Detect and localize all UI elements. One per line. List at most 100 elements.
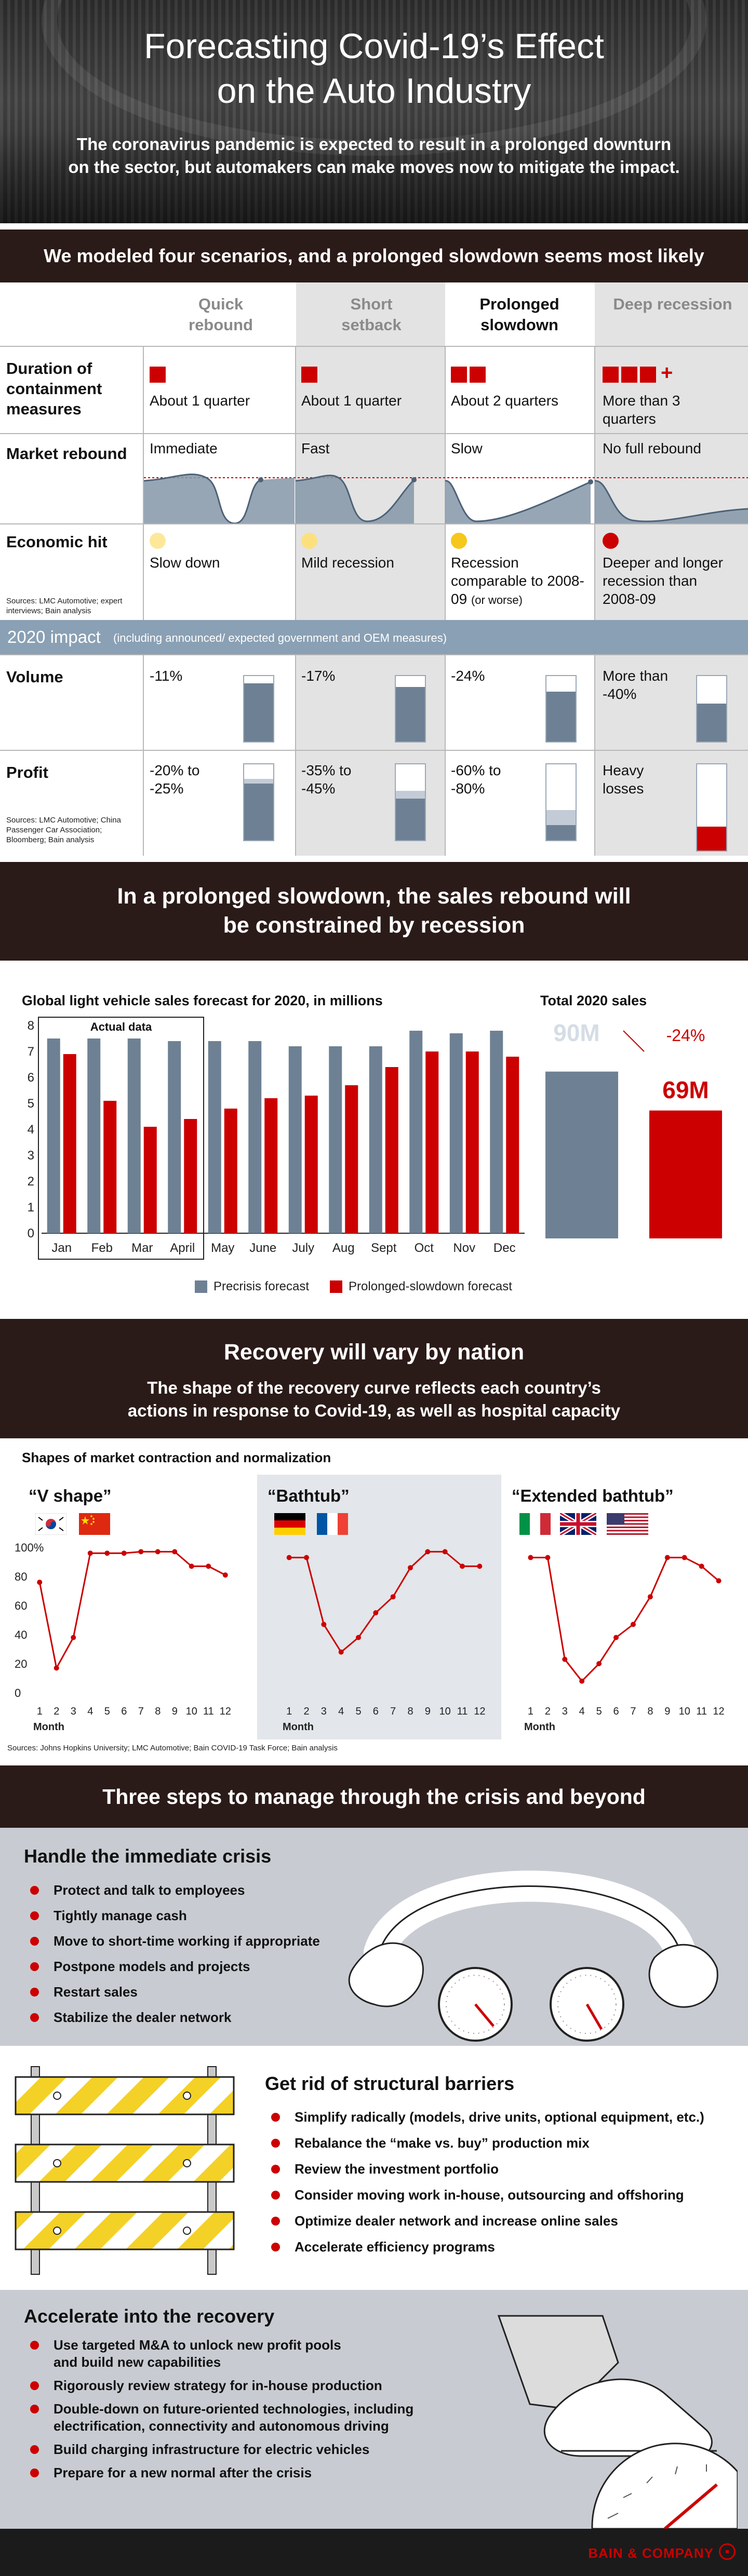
recovery-source: Sources: Johns Hopkins University; LMC A… bbox=[7, 1744, 338, 1752]
list-item: Review the investment portfolio bbox=[271, 2156, 704, 2182]
x-tick-label: Jan bbox=[51, 1241, 72, 1255]
x-tick-label: 3 bbox=[562, 1706, 568, 1717]
x-tick-label: Mar bbox=[131, 1241, 153, 1255]
x-tick-label: 10 bbox=[439, 1706, 451, 1717]
page-title-line2: on the Auto Industry bbox=[217, 71, 531, 111]
y-tick-label: 0 bbox=[28, 1226, 34, 1240]
rebound-deep: No full rebound bbox=[603, 440, 701, 456]
scenarios-title-band: We modeled four scenarios, and a prolong… bbox=[0, 230, 748, 282]
x-tick-label: 8 bbox=[647, 1706, 653, 1717]
bar-slowdown bbox=[143, 1127, 157, 1233]
y-tick-label: 4 bbox=[28, 1123, 34, 1137]
list-item: Build charging infrastructure for electr… bbox=[30, 2441, 487, 2458]
recovery-point bbox=[664, 1555, 670, 1560]
list-item: Restart sales bbox=[30, 1979, 320, 2005]
germany-flag-icon bbox=[274, 1513, 305, 1535]
recovery-point bbox=[172, 1549, 178, 1555]
row-label-rebound: Market rebound bbox=[6, 444, 127, 463]
rebound-prolonged: Slow bbox=[451, 440, 483, 456]
bar-precrisis bbox=[208, 1041, 221, 1233]
x-tick-label: 1 bbox=[528, 1706, 533, 1717]
total-bar-slowdown bbox=[649, 1110, 722, 1238]
x-tick-label: 8 bbox=[155, 1706, 161, 1717]
recovery-point bbox=[356, 1635, 361, 1640]
header-short-setback: Short setback bbox=[341, 295, 402, 334]
total-change-label: -24% bbox=[666, 1026, 705, 1045]
bar-slowdown bbox=[506, 1057, 519, 1233]
x-tick-label: 6 bbox=[373, 1706, 379, 1717]
recovery-point bbox=[373, 1610, 379, 1615]
x-tick-label: 9 bbox=[172, 1706, 178, 1717]
usa-flag-icon bbox=[607, 1513, 648, 1535]
recovery-point bbox=[222, 1572, 228, 1578]
list-item: Accelerate efficiency programs bbox=[271, 2234, 704, 2260]
panel-title-extended-bathtub: “Extended bathtub” bbox=[512, 1486, 674, 1505]
x-tick-label: 2 bbox=[303, 1706, 309, 1717]
volume-fill bbox=[396, 687, 425, 741]
scenarios-title: We modeled four scenarios, and a prolong… bbox=[44, 245, 704, 266]
recovery-point bbox=[121, 1550, 127, 1556]
monthly-sales-chart: 0 1 2 3 4 5 6 7 8 Jan Feb Mar April May June July Aug Sep… bbox=[28, 1017, 525, 1260]
recovery-point bbox=[528, 1555, 533, 1560]
panel-title-bathtub: “Bathtub” bbox=[268, 1486, 350, 1505]
steering-wheel-illustration bbox=[348, 1870, 718, 2042]
recovery-title: Recovery will vary by nation bbox=[223, 1340, 525, 1365]
y-tick-label: 3 bbox=[28, 1149, 34, 1163]
volume-short: -17% bbox=[301, 668, 336, 684]
divider bbox=[594, 346, 595, 856]
slowdown-title-line2: be constrained by recession bbox=[223, 913, 525, 938]
divider bbox=[0, 750, 748, 751]
list-item: Prepare for a new normal after the crisi… bbox=[30, 2464, 487, 2481]
profit-short: -35% to -45% bbox=[301, 762, 352, 797]
volume-bar-quick bbox=[243, 675, 274, 743]
x-tick-label: Oct bbox=[415, 1241, 434, 1255]
x-tick-label: 5 bbox=[596, 1706, 602, 1717]
duration-quick: About 1 quarter bbox=[150, 393, 250, 409]
step1-title: Handle the immediate crisis bbox=[24, 1845, 272, 1867]
step3-title: Accelerate into the recovery bbox=[24, 2305, 275, 2327]
divider bbox=[445, 346, 446, 856]
chart-legend: Precrisis forecast Prolonged-slowdown fo… bbox=[195, 1279, 512, 1294]
header-prolonged-slowdown: Prolonged slowdown bbox=[479, 295, 559, 334]
legend-slowdown: Prolonged-slowdown forecast bbox=[349, 1279, 512, 1293]
bar-precrisis bbox=[449, 1033, 463, 1233]
recovery-point bbox=[630, 1622, 636, 1627]
recovery-point bbox=[613, 1635, 619, 1640]
profit-deep: Heavy losses bbox=[603, 762, 644, 797]
y-tick-label: 0 bbox=[15, 1687, 21, 1700]
recovery-point bbox=[138, 1549, 144, 1555]
legend-swatch-slowdown bbox=[330, 1280, 343, 1293]
volume-bar-deep bbox=[696, 675, 727, 743]
x-axis-label: Month bbox=[524, 1721, 555, 1733]
recovery-point bbox=[189, 1563, 194, 1569]
recovery-point bbox=[304, 1555, 309, 1560]
profit-quick: -20% to -25% bbox=[150, 762, 200, 797]
hero-banner: Forecasting Covid-19’s Effect on the Aut… bbox=[0, 0, 748, 223]
row-label-economic: Economic hit bbox=[6, 533, 108, 551]
x-tick-label: 9 bbox=[425, 1706, 431, 1717]
rebound-quick: Immediate bbox=[150, 440, 218, 456]
profit-fill bbox=[546, 825, 576, 840]
step1-panel: Handle the immediate crisis Protect and … bbox=[0, 1828, 748, 2046]
recovery-point bbox=[338, 1649, 344, 1655]
footer: BAIN & COMPANY bbox=[0, 2529, 748, 2576]
rebound-curves bbox=[144, 474, 748, 523]
x-tick-label: 4 bbox=[579, 1706, 585, 1717]
recovery-point bbox=[460, 1563, 465, 1569]
list-item: Postpone models and projects bbox=[30, 1954, 320, 1979]
bar-precrisis bbox=[127, 1039, 141, 1233]
quarter-square-icon bbox=[603, 367, 619, 383]
row-label-duration: Duration of containment measures bbox=[6, 359, 102, 418]
bar-slowdown bbox=[264, 1098, 278, 1233]
uk-flag-icon bbox=[560, 1513, 596, 1535]
step3-panel: Accelerate into the recovery Use targete… bbox=[0, 2290, 748, 2529]
recovery-subtitle-line1: The shape of the recovery curve reflects… bbox=[147, 1378, 601, 1397]
bar-precrisis bbox=[87, 1039, 101, 1233]
x-tick-label: 5 bbox=[355, 1706, 361, 1717]
brand-logo-icon bbox=[719, 2543, 736, 2560]
profit-bar-short bbox=[395, 763, 426, 841]
profit-fill bbox=[244, 783, 273, 840]
recovery-point bbox=[545, 1555, 551, 1560]
x-tick-label: 10 bbox=[186, 1706, 197, 1717]
recovery-point bbox=[206, 1563, 211, 1569]
